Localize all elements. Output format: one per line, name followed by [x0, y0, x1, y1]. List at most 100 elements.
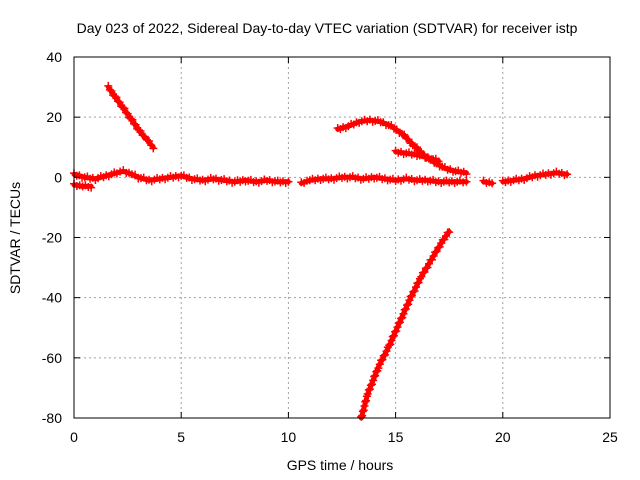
chart-title: Day 023 of 2022, Sidereal Day-to-day VTE…: [77, 20, 578, 36]
data-point: [393, 323, 402, 332]
series-baseline-4: [479, 176, 497, 188]
data-point: [405, 296, 414, 305]
series-baseline-5: [498, 167, 572, 187]
data-point: [120, 104, 129, 113]
data-point: [410, 287, 419, 295]
data-point: [358, 407, 367, 416]
data-point: [375, 360, 384, 369]
data-point: [412, 283, 420, 292]
axes: 0 5 10 15 20 25 -80 -60 -40 -20 0 20 40: [42, 49, 618, 445]
data-point: [429, 252, 438, 260]
data-point: [134, 126, 143, 134]
data-point: [421, 264, 430, 273]
data-point: [397, 314, 406, 323]
data-point: [359, 406, 368, 415]
data-point: [391, 327, 400, 336]
series-layer: [70, 81, 572, 421]
data-point: [563, 170, 572, 179]
data-point: [389, 331, 398, 340]
data-point: [110, 92, 119, 101]
data-point: [364, 386, 373, 394]
data-point: [149, 144, 158, 153]
data-point: [87, 183, 96, 192]
x-tick-label: 10: [281, 429, 297, 445]
data-point: [432, 247, 441, 256]
data-point: [369, 376, 378, 385]
data-point: [382, 347, 391, 356]
data-point: [377, 356, 386, 365]
data-point: [400, 305, 409, 314]
data-point: [414, 278, 423, 287]
data-point: [374, 364, 383, 373]
data-point: [462, 170, 471, 178]
data-point: [407, 291, 416, 300]
data-point: [423, 263, 432, 272]
data-point: [370, 372, 379, 381]
data-point: [403, 301, 411, 310]
data-point: [360, 402, 369, 410]
data-point: [394, 319, 403, 328]
data-point: [385, 341, 394, 350]
data-point: [431, 248, 440, 257]
data-point: [363, 389, 372, 398]
series-mid-segment: [391, 146, 443, 166]
data-point: [368, 380, 376, 389]
data-point: [401, 305, 410, 313]
data-point: [284, 177, 293, 186]
y-tick-label: 20: [46, 109, 62, 125]
data-point: [122, 108, 130, 117]
x-tick-label: 25: [602, 429, 618, 445]
data-point: [434, 157, 443, 166]
data-point: [130, 119, 138, 128]
data-point: [104, 81, 113, 90]
data-point: [145, 137, 153, 145]
x-tick-label: 20: [495, 429, 511, 445]
y-tick-label: -60: [42, 350, 62, 366]
data-point: [406, 292, 415, 301]
data-point: [462, 177, 471, 186]
x-tick-label: 5: [177, 429, 185, 445]
y-tick-label: -80: [42, 410, 62, 426]
data-point: [417, 272, 426, 281]
data-point: [115, 98, 124, 107]
series-baseline-3: [297, 172, 471, 187]
data-point: [392, 327, 401, 335]
series-early-descent: [104, 81, 158, 153]
data-point: [398, 313, 407, 322]
data-point: [118, 103, 127, 112]
data-point: [366, 381, 375, 390]
data-point: [379, 351, 388, 360]
data-point: [381, 350, 390, 359]
data-point: [445, 228, 454, 237]
data-point: [378, 355, 387, 364]
y-tick-label: -20: [42, 230, 62, 246]
y-tick-label: 40: [46, 49, 62, 65]
data-point: [387, 336, 396, 345]
data-point: [413, 279, 422, 288]
y-tick-label: 0: [54, 169, 62, 185]
data-point: [365, 385, 374, 394]
data-point: [114, 97, 122, 106]
data-point: [388, 332, 397, 341]
x-tick-label: 0: [70, 429, 78, 445]
data-point: [409, 287, 418, 296]
data-point: [488, 179, 497, 188]
series-baseline-1: [70, 166, 293, 187]
data-point: [395, 318, 404, 327]
series-arc: [333, 115, 471, 178]
data-point: [107, 87, 116, 95]
data-point: [131, 120, 140, 129]
data-point: [126, 114, 135, 123]
data-point: [112, 93, 121, 102]
data-point: [404, 300, 413, 309]
x-axis-label: GPS time / hours: [287, 457, 394, 473]
data-point: [440, 235, 449, 244]
y-tick-label: -40: [42, 290, 62, 306]
data-point: [105, 85, 114, 94]
y-axis-label: SDTVAR / TECUs: [7, 182, 23, 294]
data-point: [399, 309, 408, 318]
data-point: [362, 396, 371, 405]
data-point: [128, 115, 137, 124]
